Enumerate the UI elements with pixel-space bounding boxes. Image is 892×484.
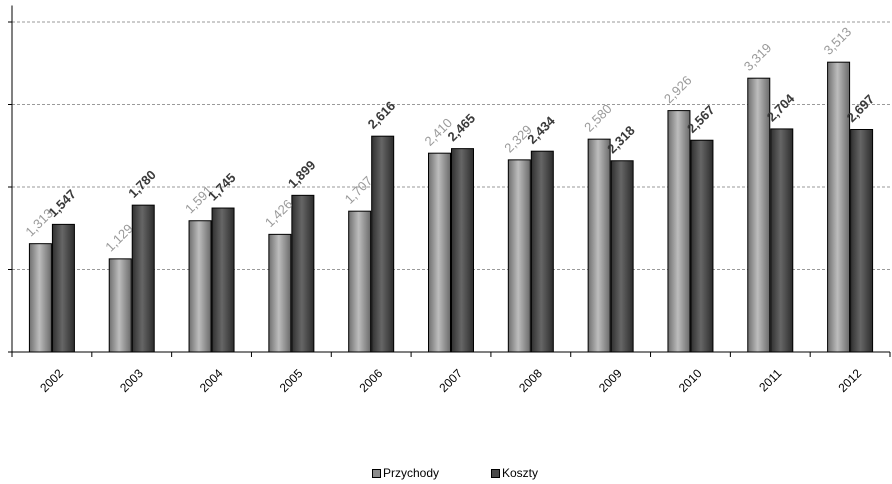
legend-swatch-przychody (372, 468, 381, 478)
bar-przychody-2006 (348, 210, 372, 353)
bar-przychody-2002 (28, 243, 52, 353)
bar-koszty-2007 (451, 148, 474, 353)
axes (8, 5, 891, 357)
x-tick-label-2002: 2002 (37, 366, 66, 395)
x-tick-label-2012: 2012 (835, 366, 864, 395)
bar-przychody-2011 (747, 77, 771, 353)
x-tick-label-2011: 2011 (756, 366, 784, 394)
data-label-przychody-2003: 1,129 (102, 221, 136, 255)
x-tick-label-2010: 2010 (676, 366, 705, 395)
legend-item-przychody: Przychody (372, 466, 439, 480)
gridlines (12, 21, 890, 270)
legend-swatch-koszty (491, 468, 500, 478)
legend-label-przychody: Przychody (383, 466, 440, 480)
bar-koszty-2009 (610, 160, 634, 353)
bar-koszty-2012 (850, 128, 874, 353)
bar-koszty-2006 (371, 135, 395, 353)
data-label-przychody-2009: 2,580 (581, 101, 615, 135)
data-label-koszty-2008: 2,434 (524, 113, 558, 147)
bar-koszty-2004 (211, 207, 235, 353)
bar-koszty-2005 (291, 194, 315, 353)
data-label-przychody-2012: 3,513 (821, 24, 855, 58)
legend-label-koszty: Koszty (502, 466, 539, 480)
data-label-koszty-2002: 1,547 (45, 186, 79, 220)
bar-koszty-2003 (131, 204, 155, 353)
x-tick-label-2009: 2009 (596, 366, 625, 395)
bar-przychody-2005 (268, 233, 292, 353)
bars (28, 61, 874, 353)
x-tick-label-2007: 2007 (436, 366, 465, 395)
x-tick-label-2003: 2003 (117, 366, 146, 395)
bar-koszty-2008 (530, 150, 554, 353)
data-label-koszty-2003: 1,780 (125, 167, 159, 201)
bar-przychody-2010 (667, 110, 691, 353)
data-label-koszty-2007: 2,465 (445, 111, 479, 145)
x-tick-label-2004: 2004 (197, 366, 226, 395)
bar-koszty-2011 (770, 128, 794, 353)
legend-item-koszty: Koszty (491, 466, 538, 480)
data-label-przychody-2006: 1,707 (342, 173, 376, 207)
data-label-koszty-2005: 1,899 (285, 157, 319, 191)
data-label-koszty-2006: 2,616 (365, 98, 399, 132)
bar-koszty-2002 (51, 223, 75, 353)
data-label-przychody-2010: 2,926 (661, 73, 695, 107)
bar-przychody-2003 (108, 258, 132, 353)
bar-przychody-2008 (507, 159, 531, 353)
x-tick-label-2005: 2005 (277, 366, 306, 395)
data-label-koszty-2010: 2,567 (684, 102, 718, 136)
data-label-przychody-2005: 1,426 (262, 196, 296, 230)
x-tick-label-2006: 2006 (357, 366, 386, 395)
bar-przychody-2004 (188, 220, 212, 353)
bar-przychody-2009 (587, 138, 611, 353)
x-tick-labels: 2002 2003 2004 2005 2006 2007 2008 2009 2010 2011… (37, 366, 864, 395)
data-label-przychody-2011: 3,319 (741, 40, 775, 74)
bar-koszty-2010 (690, 139, 714, 353)
data-label-koszty-2009: 2,318 (604, 123, 638, 157)
bar-przychody-2012 (827, 61, 851, 353)
x-tick-label-2008: 2008 (516, 366, 545, 395)
bar-przychody-2007 (428, 152, 451, 353)
